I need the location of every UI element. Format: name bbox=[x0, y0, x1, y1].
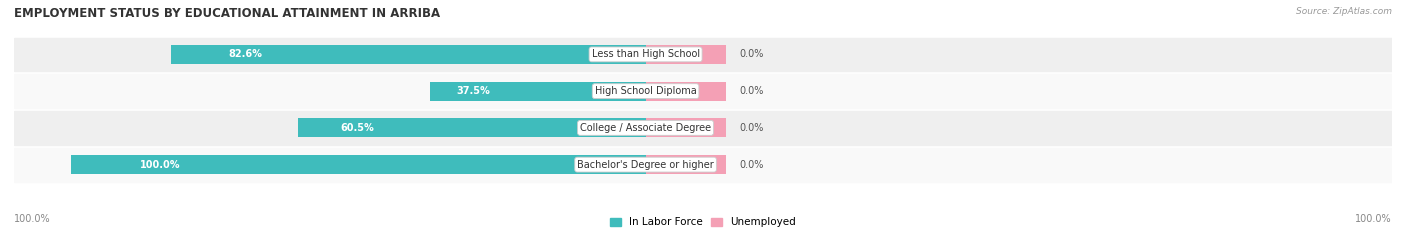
Text: Bachelor's Degree or higher: Bachelor's Degree or higher bbox=[578, 160, 714, 170]
Text: Less than High School: Less than High School bbox=[592, 49, 700, 59]
Legend: In Labor Force, Unemployed: In Labor Force, Unemployed bbox=[606, 213, 800, 232]
Bar bbox=[14, 111, 1392, 145]
Bar bbox=[645, 118, 725, 137]
Text: College / Associate Degree: College / Associate Degree bbox=[581, 123, 711, 133]
Bar bbox=[14, 74, 1392, 108]
Text: 82.6%: 82.6% bbox=[228, 49, 262, 59]
Text: 100.0%: 100.0% bbox=[14, 214, 51, 224]
Text: Source: ZipAtlas.com: Source: ZipAtlas.com bbox=[1296, 7, 1392, 16]
Bar bbox=[14, 148, 1392, 182]
Text: 0.0%: 0.0% bbox=[740, 160, 763, 170]
Text: 100.0%: 100.0% bbox=[1355, 214, 1392, 224]
Text: 100.0%: 100.0% bbox=[141, 160, 181, 170]
Text: 0.0%: 0.0% bbox=[740, 86, 763, 96]
Text: 60.5%: 60.5% bbox=[340, 123, 374, 133]
Bar bbox=[430, 82, 645, 101]
Bar bbox=[645, 155, 725, 174]
Bar bbox=[645, 82, 725, 101]
Text: EMPLOYMENT STATUS BY EDUCATIONAL ATTAINMENT IN ARRIBA: EMPLOYMENT STATUS BY EDUCATIONAL ATTAINM… bbox=[14, 7, 440, 20]
Text: High School Diploma: High School Diploma bbox=[595, 86, 696, 96]
Bar bbox=[645, 45, 725, 64]
Bar bbox=[172, 45, 645, 64]
Bar bbox=[72, 155, 645, 174]
Bar bbox=[298, 118, 645, 137]
Text: 0.0%: 0.0% bbox=[740, 123, 763, 133]
Text: 0.0%: 0.0% bbox=[740, 49, 763, 59]
Text: 37.5%: 37.5% bbox=[456, 86, 489, 96]
Bar bbox=[14, 38, 1392, 71]
